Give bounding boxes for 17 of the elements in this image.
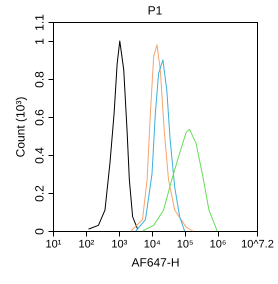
y-tick-label: 0.6 [32,108,46,126]
x-tick-label: 10⁴ [144,238,161,250]
x-tick-label: 10¹ [46,238,62,250]
y-tick-label: 0 [32,228,46,235]
y-axis-title: Count (10³) [14,96,28,158]
x-tick-label: 10³ [111,238,128,250]
x-axis-title: AF647-H [131,256,180,270]
y-tick-label: 0.2 [32,184,46,202]
x-tick-label: 10⁵ [176,238,194,250]
x-tick-label: 10⁶ [210,238,226,250]
y-tick-label: 1 [32,38,46,45]
x-tick-label: 10² [78,238,95,250]
y-tick-label: 1.1 [32,14,46,31]
y-tick-label: 0.4 [32,146,46,164]
y-tick-label: 0.8 [32,70,46,88]
x-tick-label: 10^7.2 [241,238,274,250]
chart-title: P1 [148,4,163,18]
